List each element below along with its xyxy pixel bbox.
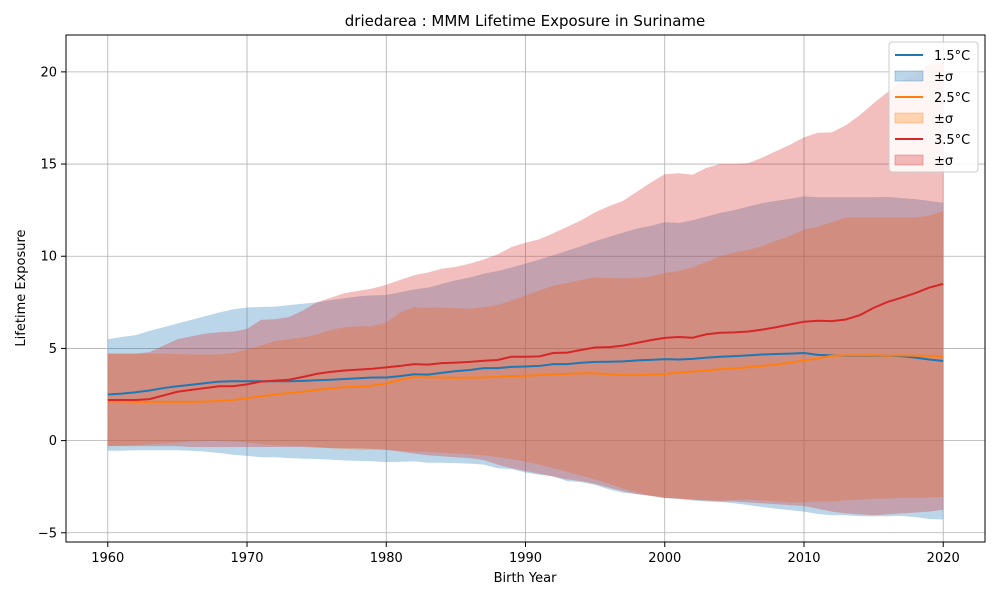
legend-band-swatch [894,70,924,82]
y-axis-label: Lifetime Exposure [14,229,29,346]
series-band-1 [107,196,944,520]
legend-band-label: ±σ [934,70,953,85]
legend-band-swatch [894,154,924,166]
y-tick-label: −5 [38,526,57,541]
legend: 1.5°C ±σ 2.5°C ±σ 3.5°C ±σ [888,41,979,173]
ticks: 1960 1970 1980 1990 2000 2010 2020 −5 0 5 10 15 20 [38,65,960,566]
y-tick-label: 5 [49,342,57,357]
series-band-3 [107,62,944,516]
series-line-3 [107,282,944,402]
legend-band-label: ±σ [934,154,953,169]
chart-title: driedarea : MMM Lifetime Exposure in Sur… [345,12,705,30]
y-tick-label: 0 [49,434,57,449]
x-tick-label: 2020 [927,551,960,566]
line-layer [107,282,944,403]
x-tick-label: 1990 [509,551,542,566]
series-line-1 [107,352,944,396]
x-tick-label: 1970 [230,551,263,566]
x-axis-label: Birth Year [494,571,558,586]
series-line-2 [107,354,944,403]
y-tick-label: 20 [40,65,57,80]
x-tick-label: 1960 [91,551,124,566]
legend-label: 2.5°C [934,91,970,106]
legend-label: 1.5°C [934,49,970,64]
legend-band-swatch [894,112,924,124]
legend-band-label: ±σ [934,112,953,127]
y-tick-label: 15 [40,158,57,173]
x-tick-label: 2000 [648,551,681,566]
x-tick-label: 1980 [370,551,403,566]
grid [66,35,985,542]
x-tick-label: 2010 [787,551,820,566]
y-tick-label: 10 [40,250,57,265]
legend-label: 3.5°C [934,133,970,148]
